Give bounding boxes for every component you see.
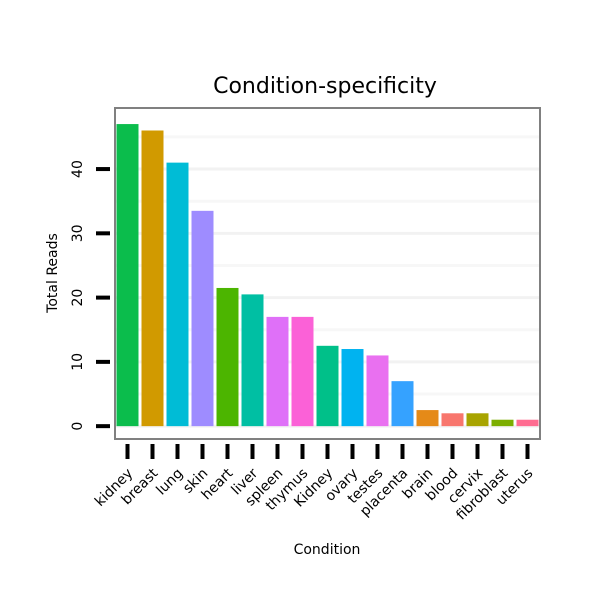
chart-title: Condition-specificity [213,74,437,99]
bar-cervix [466,413,489,427]
bar-liver [241,294,264,427]
y-tick-label: 0 [70,422,86,431]
bar-fibroblast [491,419,514,427]
y-tick-label: 20 [70,289,86,307]
y-tick-label: 30 [70,224,86,242]
y-axis-label: Total Reads [45,233,61,314]
bar-testes [366,355,389,427]
bar-lung [166,162,189,427]
bar-uterus [516,419,539,427]
bar-blood [441,413,464,427]
bars [116,124,539,427]
x-tick-label-lung: lung [153,466,186,499]
bar-heart [216,287,239,427]
y-tick-label: 40 [70,160,86,178]
bar-brain [416,410,439,427]
x-axis-label: Condition [294,542,361,558]
bar-kidney [316,345,339,427]
bar-spleen [266,316,289,427]
bar-skin [191,210,214,427]
bar-breast [141,130,164,427]
bar-kidney [116,124,139,427]
y-tick-label: 10 [70,353,86,371]
x-axis: kidneybreastlungskinheartliverspleenthym… [92,444,536,523]
bar-thymus [291,316,314,427]
bar-ovary [341,349,364,427]
bar-placenta [391,381,414,427]
y-axis: 0 10 20 30 40 [70,160,110,431]
plot-frame [114,107,541,440]
